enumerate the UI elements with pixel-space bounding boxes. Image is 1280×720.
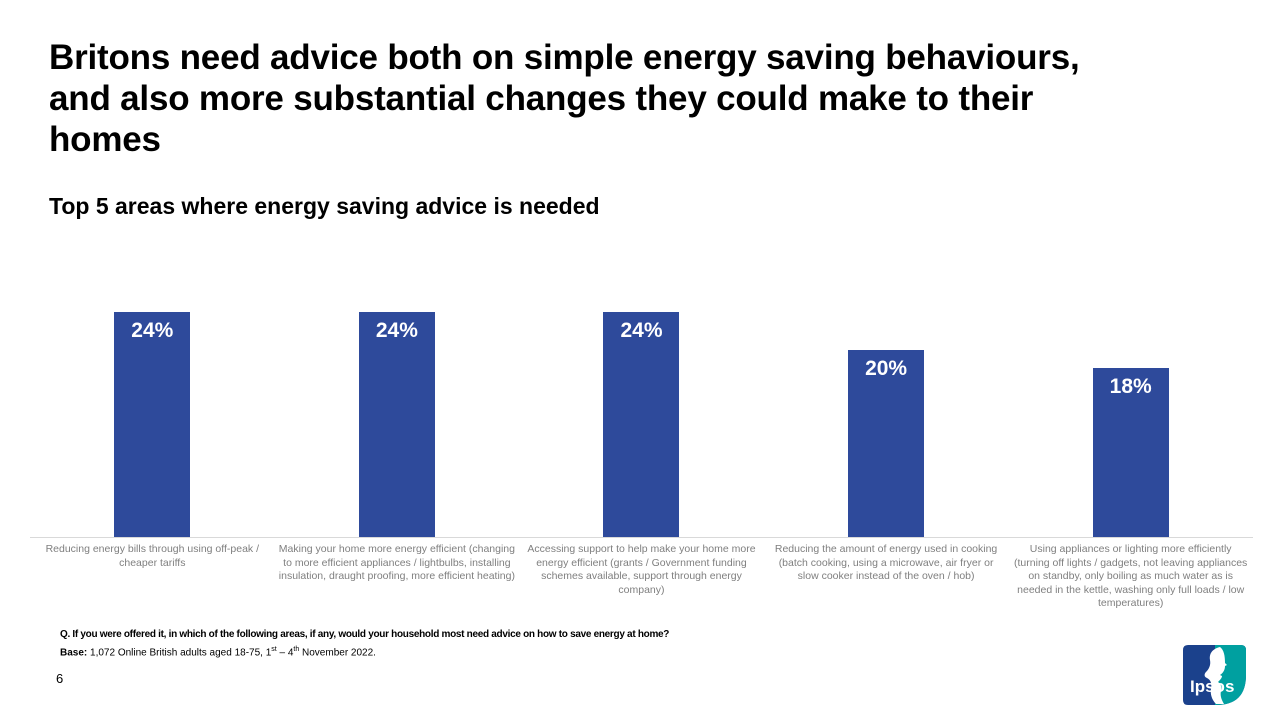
bar-value-label: 20% <box>865 356 908 380</box>
page-title: Britons need advice both on simple energ… <box>49 37 1239 160</box>
category-axis: Reducing energy bills through using off-… <box>30 543 1253 611</box>
bar-chart: 24% 24% 24% 20% 18% <box>30 312 1253 538</box>
category-label: Making your home more energy efficient (… <box>278 543 515 582</box>
chart-column: 20% <box>764 312 1009 537</box>
category-label: Reducing energy bills through using off-… <box>45 543 260 569</box>
footnote: Q. If you were offered it, in which of t… <box>60 627 669 660</box>
chart-column: 24% <box>275 312 520 537</box>
bar: 24% <box>603 312 680 537</box>
category-label: Using appliances or lighting more effici… <box>1014 543 1248 609</box>
page-number: 6 <box>56 671 64 686</box>
category-label: Reducing the amount of energy used in co… <box>774 543 998 582</box>
logo-head-silhouette-icon <box>1204 647 1227 704</box>
bar-value-label: 24% <box>131 319 174 342</box>
bar: 24% <box>358 312 435 537</box>
bar-value-label: 18% <box>1109 375 1152 399</box>
chart-column: 24% <box>30 312 275 537</box>
footnote-base-sup-st: st <box>271 646 277 653</box>
title-line-1: Britons need advice both on simple energ… <box>49 38 1080 77</box>
bar-value-label: 24% <box>375 319 418 342</box>
title-line-3: homes <box>49 120 161 159</box>
bar: 20% <box>848 349 925 537</box>
chart-column: 24% <box>519 312 764 537</box>
footnote-question: Q. If you were offered it, in which of t… <box>60 629 670 640</box>
bar-value-label: 24% <box>620 319 663 342</box>
footnote-base-text: 1,072 Online British adults aged 18-75, … <box>87 647 272 659</box>
footnote-base-text: November 2022. <box>299 647 376 659</box>
chart-title: Top 5 areas where energy saving advice i… <box>49 193 600 219</box>
chart-column: 18% <box>1008 312 1253 537</box>
bar: 24% <box>114 312 191 537</box>
ipsos-logo: Ipsos <box>1183 645 1246 705</box>
footnote-base-label: Base: <box>60 647 88 659</box>
bar: 18% <box>1092 368 1169 537</box>
category-label: Accessing support to help make your home… <box>527 543 756 596</box>
logo-wordmark: Ipsos <box>1190 677 1234 696</box>
title-line-2: and also more substantial changes they c… <box>49 79 1034 118</box>
footnote-base-sup-th: th <box>293 646 300 653</box>
footnote-base: Base: 1,072 Online British adults aged 1… <box>60 642 669 660</box>
footnote-base-text: – 4 <box>276 647 294 659</box>
